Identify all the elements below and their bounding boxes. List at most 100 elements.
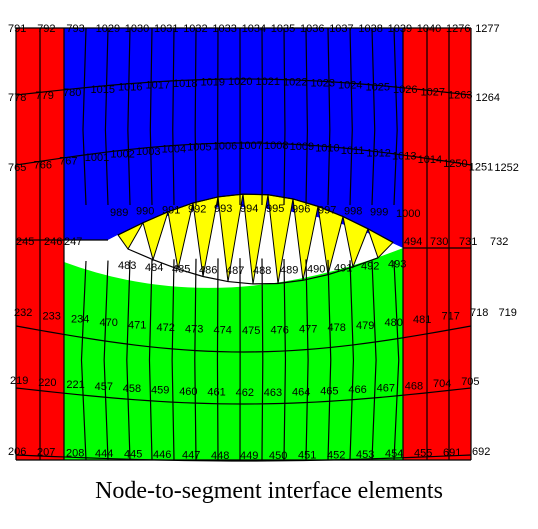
mesh-line [171, 259, 175, 461]
node-label: 1021 [256, 76, 280, 88]
node-label: 992 [188, 204, 206, 216]
node-label: 492 [361, 261, 379, 273]
node-label: 780 [63, 87, 81, 99]
node-label: 1277 [475, 23, 499, 35]
node-label: 489 [280, 265, 298, 277]
node-label: 493 [388, 259, 406, 271]
mesh-line [393, 261, 400, 461]
node-label: 483 [118, 260, 136, 272]
node-label: 475 [242, 325, 260, 337]
node-label: 448 [211, 450, 229, 462]
mesh-line [15, 78, 472, 96]
node-label: 466 [348, 384, 366, 396]
node-label: 1012 [366, 147, 390, 159]
node-label: 449 [240, 450, 258, 462]
node-label: 994 [240, 203, 258, 215]
node-label: 219 [10, 375, 28, 387]
mesh-line [261, 27, 264, 206]
node-label: 488 [253, 265, 271, 277]
node-label: 455 [414, 448, 432, 460]
node-label: 1025 [366, 81, 390, 93]
red-region-right [403, 28, 471, 460]
node-label: 1031 [154, 23, 178, 35]
figure-caption: Node-to-segment interface elements [95, 478, 443, 504]
node-label: 1016 [118, 82, 142, 94]
node-label: 460 [179, 386, 197, 398]
node-label: 465 [320, 385, 338, 397]
interface-elements [117, 193, 394, 285]
node-label: 207 [37, 447, 55, 459]
node-label: 1250 [443, 158, 467, 170]
node-label: 474 [214, 325, 232, 337]
node-label: 208 [66, 447, 84, 459]
node-label: 473 [185, 324, 203, 336]
node-label: 447 [182, 450, 200, 462]
node-label: 1036 [300, 23, 324, 35]
node-label: 486 [199, 264, 217, 276]
mesh-lines [15, 27, 472, 462]
node-label: 1023 [311, 78, 335, 90]
node-label: 1020 [228, 76, 252, 88]
node-label: 791 [8, 23, 26, 35]
node-label: 1017 [146, 80, 170, 92]
mesh-line [349, 27, 353, 206]
node-label: 998 [344, 205, 362, 217]
node-label: 1013 [392, 151, 416, 163]
node-label: 478 [328, 322, 346, 334]
node-label: 1010 [315, 143, 339, 155]
node-label: 1032 [183, 23, 207, 35]
node-label: 480 [385, 317, 403, 329]
node-label: 457 [95, 381, 113, 393]
node-label: 458 [123, 383, 141, 395]
node-label: 1027 [421, 87, 445, 99]
node-label: 206 [8, 446, 26, 458]
mesh-line [80, 260, 87, 461]
node-label: 1030 [125, 23, 149, 35]
node-label: 989 [110, 207, 128, 219]
node-label: 494 [404, 236, 422, 248]
mesh-line [15, 454, 472, 462]
node-label: 1002 [110, 149, 134, 161]
node-label: 1040 [417, 23, 441, 35]
node-label: 1011 [341, 145, 365, 157]
mesh-line [216, 258, 219, 461]
blue-region [64, 28, 403, 248]
node-label: 1022 [283, 77, 307, 89]
node-label: 476 [271, 325, 289, 337]
node-label: 445 [124, 449, 142, 461]
mesh-line [15, 142, 472, 166]
node-label: 472 [157, 322, 175, 334]
node-label: 471 [128, 320, 146, 332]
node-label: 487 [226, 265, 244, 277]
mesh-line [15, 387, 472, 405]
node-label: 234 [71, 314, 89, 326]
node-label: 767 [59, 156, 77, 168]
node-label: 491 [334, 262, 352, 274]
mesh-line [127, 248, 379, 285]
node-label: 1015 [91, 84, 115, 96]
mesh-line [126, 260, 131, 461]
node-label: 1252 [494, 162, 518, 174]
node-label: 484 [145, 262, 163, 274]
mesh-line [327, 259, 332, 461]
node-label: 1007 [238, 140, 262, 152]
node-label: 1037 [329, 23, 353, 35]
node-label: 766 [34, 159, 52, 171]
node-label: 765 [8, 162, 26, 174]
node-label: 450 [269, 450, 287, 462]
node-label: 997 [318, 204, 336, 216]
node-label: 232 [14, 307, 32, 319]
mesh-line [15, 325, 472, 353]
node-label: 1009 [290, 141, 314, 153]
node-label: 778 [8, 92, 26, 104]
node-label: 444 [95, 448, 113, 460]
node-label: 731 [459, 236, 477, 248]
node-label: 996 [292, 204, 310, 216]
mesh-line [327, 27, 331, 206]
mesh-line [194, 27, 197, 206]
node-label: 446 [153, 449, 171, 461]
node-label: 993 [214, 203, 232, 215]
mesh-line [261, 258, 264, 461]
node-label: 468 [405, 380, 423, 392]
mesh-line [283, 27, 286, 206]
